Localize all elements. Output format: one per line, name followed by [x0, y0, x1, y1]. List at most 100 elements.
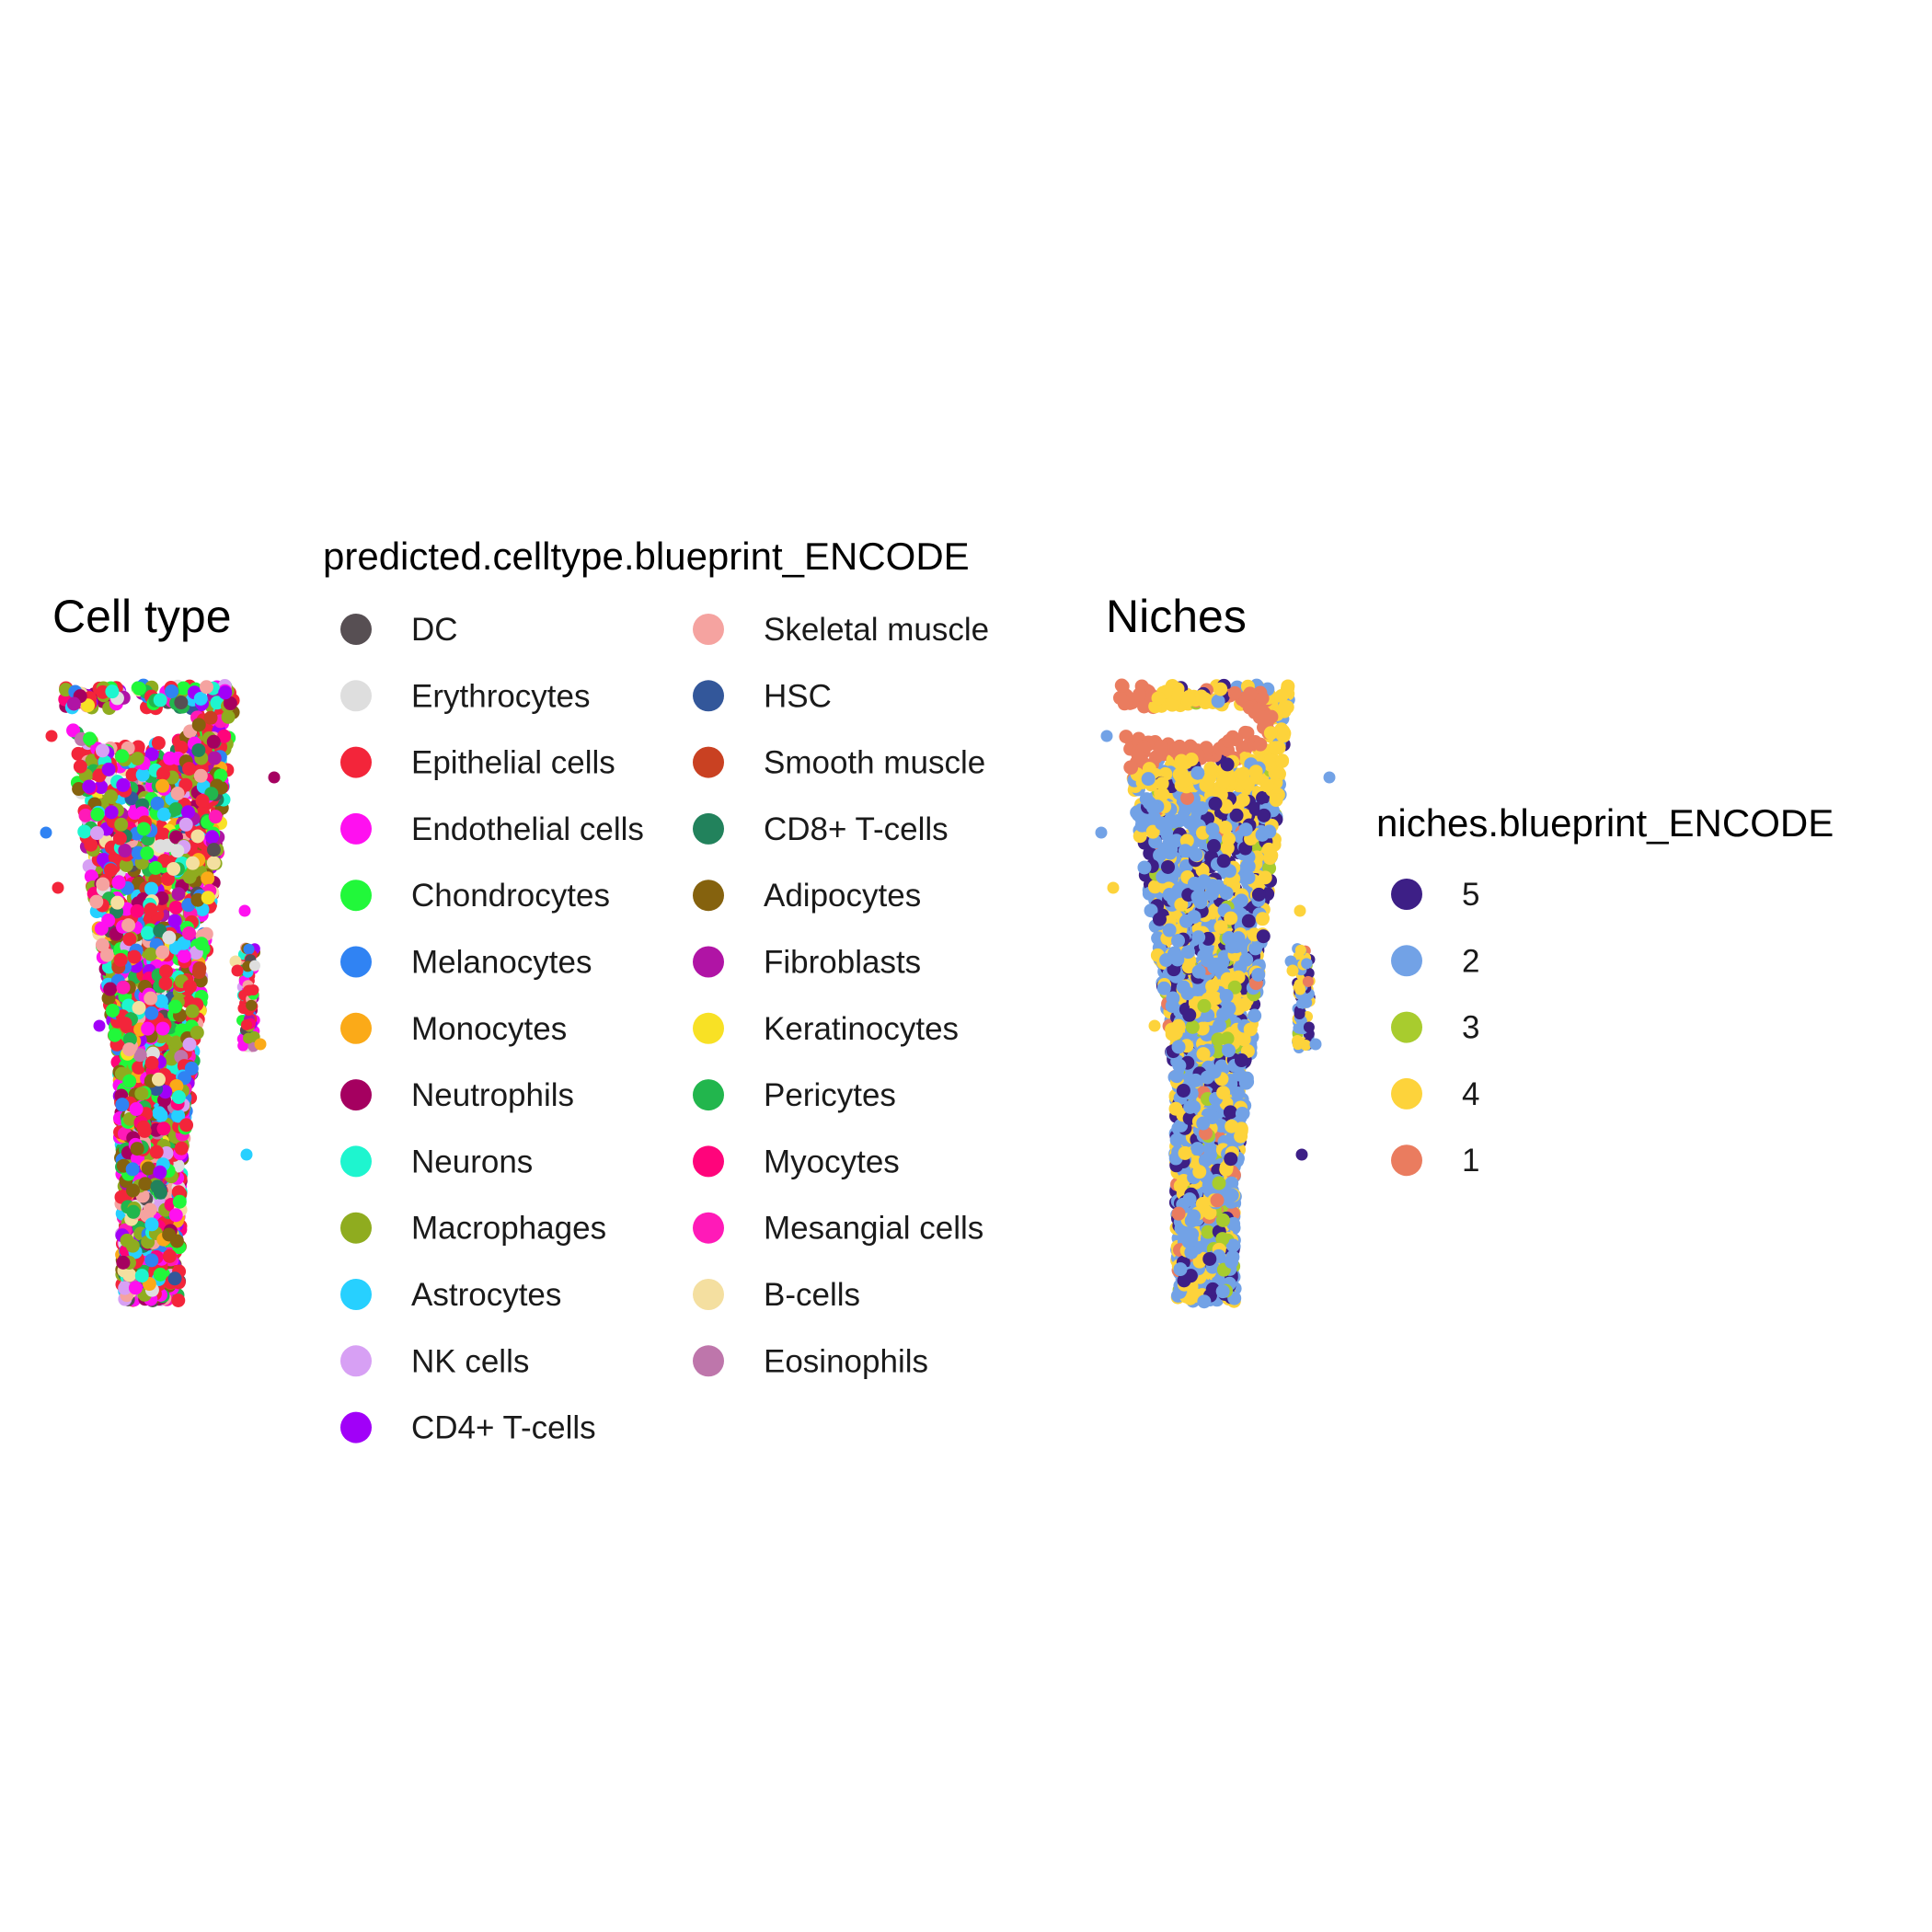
niches-point — [1191, 964, 1206, 979]
celltype-point — [45, 730, 58, 742]
celltype-point — [66, 723, 81, 738]
celltype-point — [103, 982, 118, 996]
niches-point — [1213, 682, 1228, 696]
celltype-point — [182, 869, 197, 884]
celltype-point — [138, 1177, 153, 1191]
celltype-point — [177, 949, 191, 963]
celltype-legend-label: Fibroblasts — [764, 945, 921, 981]
celltype-point — [168, 900, 183, 914]
celltype-point — [223, 696, 237, 711]
niches-point — [1181, 692, 1196, 707]
celltype-legend-key — [340, 880, 372, 912]
celltype-point — [206, 856, 221, 870]
celltype-point — [94, 780, 109, 795]
celltype-point — [162, 930, 177, 945]
celltype-point — [182, 979, 197, 994]
celltype-point — [153, 1165, 167, 1179]
celltype-point — [122, 1111, 137, 1126]
celltype-point — [165, 684, 179, 699]
celltype-legend-key — [693, 680, 724, 712]
celltype-point — [105, 1003, 120, 1018]
celltype-legend-key — [340, 1145, 372, 1178]
celltype-legend-key — [693, 812, 724, 845]
celltype-point — [155, 945, 170, 960]
celltype-point — [131, 740, 145, 754]
celltype-point — [240, 1148, 253, 1161]
celltype-legend-label: Adipocytes — [764, 878, 921, 914]
celltype-legend-label: Melanocytes — [411, 945, 592, 981]
celltype-point — [185, 1004, 200, 1018]
celltype-point — [176, 681, 190, 696]
celltype-point — [125, 767, 140, 782]
celltype-point — [153, 693, 167, 707]
celltype-point — [116, 980, 131, 995]
celltype-point — [184, 1061, 199, 1075]
celltype-legend-label: HSC — [764, 678, 832, 714]
niches-point — [1274, 688, 1289, 703]
celltype-point — [191, 742, 206, 757]
niches-point — [1197, 1294, 1212, 1309]
niches-point — [1152, 912, 1167, 926]
celltype-point — [126, 1183, 141, 1198]
niches-point — [1160, 859, 1175, 874]
celltype-legend-key — [693, 946, 724, 978]
celltype-point — [134, 1087, 149, 1101]
celltype-point — [84, 837, 98, 852]
celltype-legend-key — [693, 1145, 724, 1178]
celltype-point — [144, 1217, 159, 1232]
celltype-legend-label: B-cells — [764, 1277, 860, 1313]
celltype-point — [144, 1253, 159, 1268]
celltype-point — [134, 1269, 149, 1283]
celltype-point — [40, 826, 52, 839]
celltype-point — [144, 1055, 159, 1070]
celltype-point — [72, 782, 86, 797]
celltype-point — [144, 881, 159, 896]
celltype-point — [153, 839, 167, 854]
celltype-legend-label: Keratinocytes — [764, 1011, 959, 1047]
celltype-point — [243, 1032, 255, 1044]
celltype-point — [144, 903, 158, 917]
niches-point — [1167, 814, 1181, 829]
celltype-legend-key — [340, 1345, 372, 1377]
celltype-point — [190, 892, 205, 907]
celltype-point — [121, 918, 136, 933]
celltype-point — [169, 1035, 184, 1050]
celltype-point — [101, 762, 116, 776]
celltype-point — [132, 1000, 146, 1015]
celltype-legend-label: Mesangial cells — [764, 1211, 983, 1247]
celltype-legend-key — [340, 1411, 372, 1443]
celltype-point — [170, 786, 185, 800]
celltype-point — [152, 1106, 167, 1121]
celltype-point — [119, 857, 133, 872]
niches-point — [1221, 832, 1236, 846]
celltype-scatter-points — [40, 678, 281, 1307]
celltype-point — [135, 767, 150, 782]
celltype-point — [143, 1202, 157, 1217]
niches-point — [1213, 1018, 1227, 1033]
celltype-point — [122, 1032, 137, 1047]
celltype-point — [243, 984, 255, 996]
niches-point — [1237, 997, 1252, 1012]
celltype-point — [144, 1006, 159, 1020]
celltype-point — [118, 844, 132, 858]
celltype-point — [191, 718, 206, 732]
niches-point — [1194, 689, 1209, 704]
celltype-point — [130, 752, 144, 766]
niches-point — [1151, 691, 1166, 706]
celltype-legend-label: Smooth muscle — [764, 745, 985, 781]
celltype-point — [78, 808, 93, 822]
celltype-point — [174, 1141, 189, 1156]
niches-point — [1202, 1148, 1217, 1163]
niches-point — [1263, 726, 1278, 741]
celltype-point — [162, 1227, 177, 1242]
celltype-legend-label: Neutrophils — [411, 1077, 574, 1113]
celltype-point — [105, 684, 120, 699]
celltype-legend-key — [340, 614, 372, 645]
celltype-point — [140, 926, 155, 940]
celltype-point — [201, 891, 215, 905]
celltype-legend-key — [340, 680, 372, 712]
celltype-point — [141, 1021, 155, 1036]
celltype-point — [254, 1038, 267, 1051]
celltype-legend-label: Eosinophils — [764, 1343, 928, 1379]
